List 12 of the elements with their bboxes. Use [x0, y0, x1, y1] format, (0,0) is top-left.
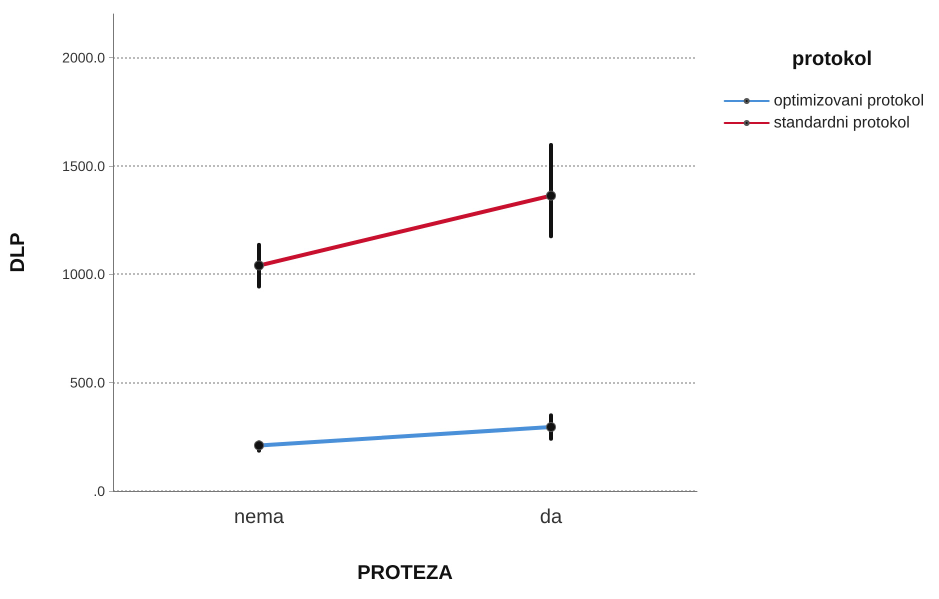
y-tick-label: 2000.0 [62, 49, 106, 66]
legend-title: protokol [792, 48, 872, 70]
y-axis-title: DLP [7, 232, 29, 272]
y-tick-label: 1500.0 [62, 158, 106, 174]
legend-label: optimizovani protokol [774, 92, 924, 110]
x-axis-title: PROTEZA [357, 562, 453, 584]
y-tick-label: 500.0 [70, 374, 106, 391]
x-tick-label: da [540, 506, 563, 528]
legend-label: standardni protokol [774, 114, 910, 132]
y-tick-label: .0 [93, 483, 106, 499]
y-tick-label: 1000.0 [62, 266, 106, 282]
x-tick-label: nema [234, 506, 285, 528]
